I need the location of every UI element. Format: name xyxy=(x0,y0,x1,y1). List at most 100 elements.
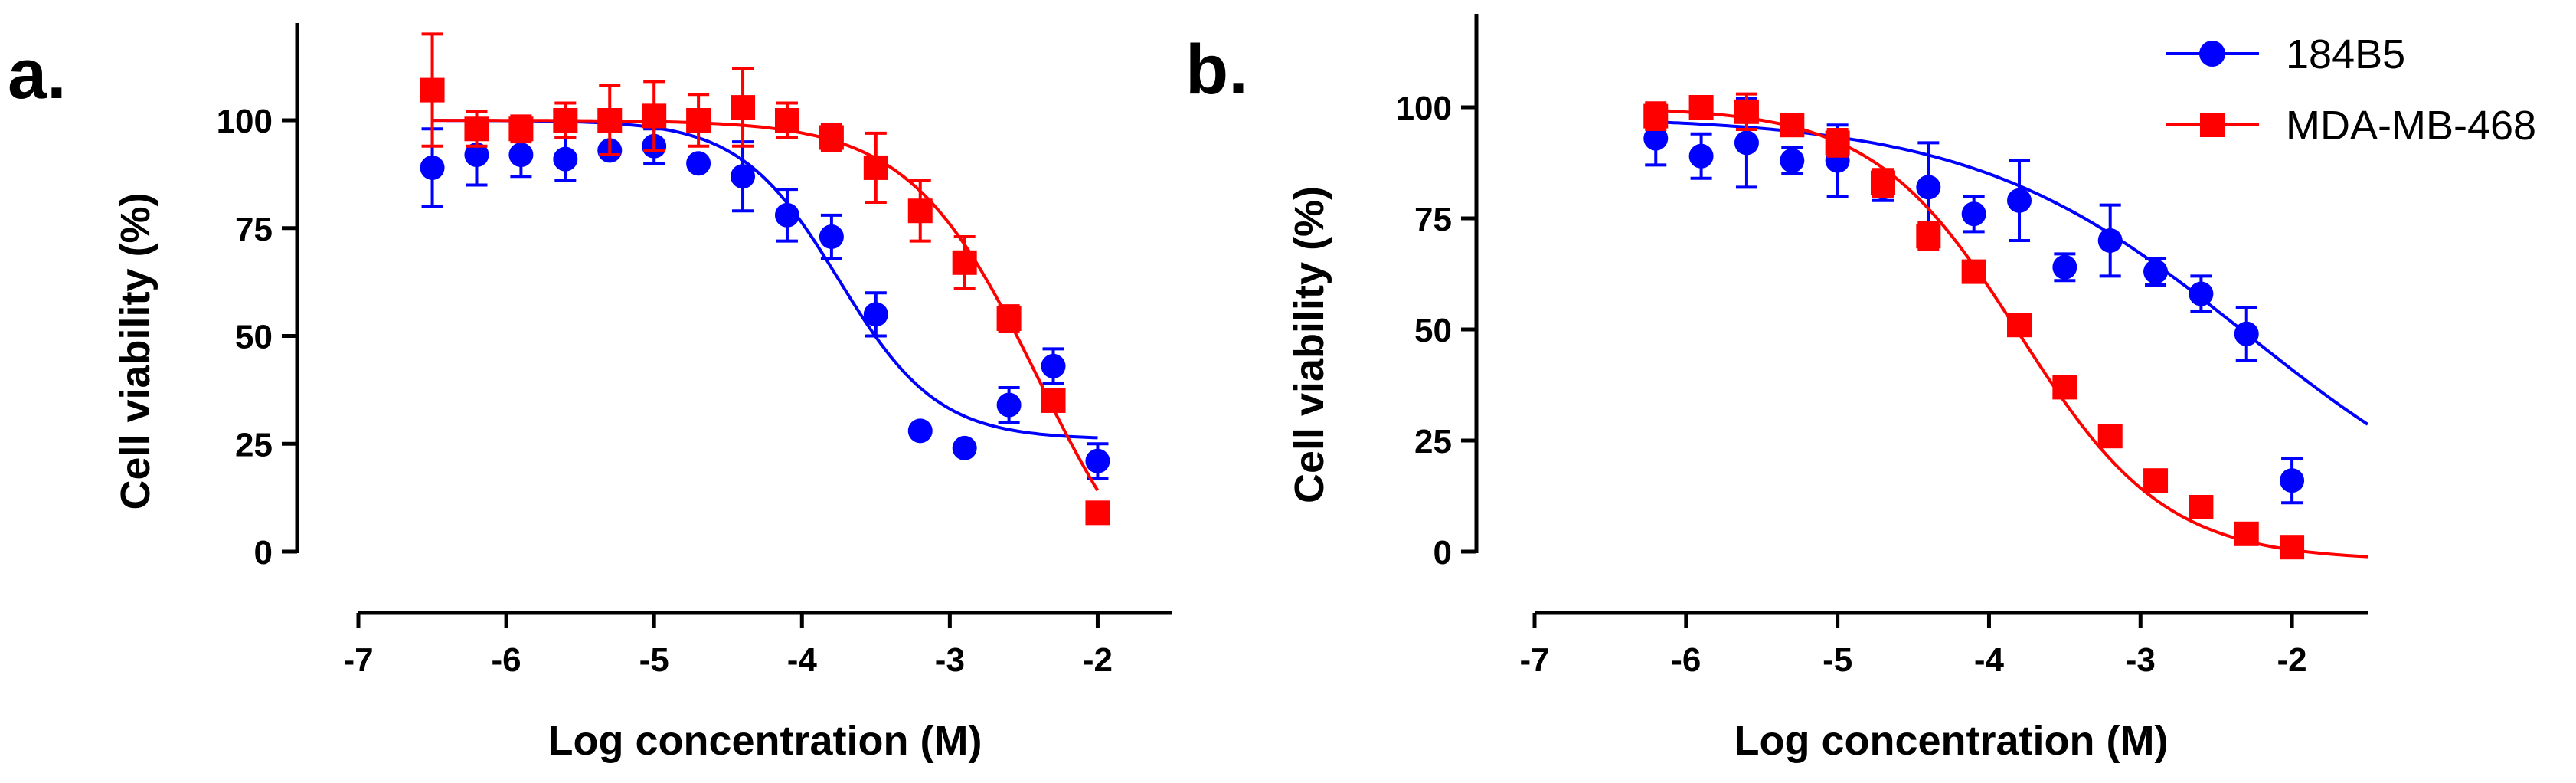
data-point-184b5 xyxy=(1916,175,1941,200)
data-point-mda-mb-468 xyxy=(597,108,623,133)
data-point-184b5 xyxy=(1041,353,1066,378)
data-point-184b5 xyxy=(2189,281,2214,306)
x-tick-label: -5 xyxy=(1822,641,1852,679)
data-point-mda-mb-468 xyxy=(819,125,844,150)
y-tick-label: 100 xyxy=(1396,90,1452,127)
data-point-184b5 xyxy=(508,143,534,168)
legend-marker-mda-mb-468 xyxy=(2200,113,2225,137)
data-point-184b5 xyxy=(2143,259,2169,284)
data-point-mda-mb-468 xyxy=(1688,95,1714,120)
data-point-mda-mb-468 xyxy=(1916,224,1941,249)
data-point-mda-mb-468 xyxy=(420,77,445,103)
y-tick-label: 50 xyxy=(1414,312,1452,349)
data-point-mda-mb-468 xyxy=(464,116,489,142)
data-point-mda-mb-468 xyxy=(2007,313,2032,338)
panel-a-axes: 0 25 50 75 100 -7 -6 -5 -4 -3 -2 xyxy=(217,23,1172,679)
series-mda-mb-468 xyxy=(1643,92,2368,560)
data-point-184b5 xyxy=(2234,321,2259,346)
data-point-mda-mb-468 xyxy=(1643,103,1669,129)
legend: 184B5 MDA-MB-468 xyxy=(2166,31,2536,149)
panel-b: b. 0 25 50 75 100 -7 -6 -5 -4 -3 -2 Log concentrat… xyxy=(1185,14,2536,764)
y-tick-label: 75 xyxy=(235,211,273,248)
data-point-184b5 xyxy=(553,146,578,172)
panel-a-label: a. xyxy=(8,35,67,113)
data-point-184b5 xyxy=(863,302,888,327)
data-point-mda-mb-468 xyxy=(686,108,711,133)
data-point-184b5 xyxy=(731,164,756,189)
data-point-184b5 xyxy=(1961,201,1986,227)
x-tick-label: -3 xyxy=(2126,641,2156,679)
x-tick-label: -6 xyxy=(492,641,521,679)
panel-b-y-axis-title: Cell viability (%) xyxy=(1286,186,1332,503)
data-point-184b5 xyxy=(686,151,711,176)
legend-label-184b5: 184B5 xyxy=(2286,31,2405,77)
data-point-184b5 xyxy=(2097,228,2123,253)
panel-b-label: b. xyxy=(1185,31,1248,109)
data-point-mda-mb-468 xyxy=(642,103,667,129)
y-tick-label: 0 xyxy=(254,534,273,572)
data-point-mda-mb-468 xyxy=(2189,495,2214,519)
data-point-184b5 xyxy=(1085,448,1110,473)
x-tick-label: -3 xyxy=(935,641,965,679)
x-tick-label: -4 xyxy=(1974,641,2005,679)
y-tick-label: 25 xyxy=(1414,423,1452,460)
data-point-184b5 xyxy=(996,392,1022,418)
y-tick-label: 100 xyxy=(217,103,273,140)
data-point-184b5 xyxy=(464,143,489,168)
data-point-184b5 xyxy=(907,418,933,444)
panel-a-plot-area xyxy=(420,32,1110,526)
panel-a: a. 0 25 50 75 100 -7 -6 -5 -4 -3 -2 Log concentrat… xyxy=(8,23,1172,764)
panel-b-x-axis-title: Log concentration (M) xyxy=(1734,718,2169,764)
data-point-184b5 xyxy=(1734,130,1759,156)
y-tick-label: 0 xyxy=(1433,534,1452,572)
data-point-mda-mb-468 xyxy=(863,155,888,180)
data-point-mda-mb-468 xyxy=(731,95,756,120)
data-point-184b5 xyxy=(774,202,799,228)
y-tick-label: 75 xyxy=(1414,201,1452,238)
data-point-mda-mb-468 xyxy=(2097,424,2123,449)
x-tick-label: -7 xyxy=(1519,641,1549,679)
fit-curve-184b5 xyxy=(432,119,1098,440)
data-point-184b5 xyxy=(2280,468,2305,493)
data-point-mda-mb-468 xyxy=(1734,99,1759,124)
data-point-mda-mb-468 xyxy=(1825,130,1850,156)
data-point-mda-mb-468 xyxy=(553,108,578,133)
fit-curve-mda-mb-468 xyxy=(432,119,1100,492)
data-point-mda-mb-468 xyxy=(2280,535,2305,560)
x-tick-label: -5 xyxy=(639,641,669,679)
data-point-184b5 xyxy=(1688,143,1714,169)
x-tick-label: -2 xyxy=(2277,641,2307,679)
panel-a-x-axis-title: Log concentration (M) xyxy=(548,718,982,764)
data-point-184b5 xyxy=(420,155,445,180)
data-point-184b5 xyxy=(2052,254,2077,280)
series-184b5 xyxy=(420,119,1110,480)
legend-marker-184b5 xyxy=(2199,41,2225,67)
x-tick-label: -6 xyxy=(1671,641,1701,679)
fit-curve-184b5 xyxy=(1656,120,2369,426)
panel-b-plot-area xyxy=(1643,92,2369,560)
data-point-mda-mb-468 xyxy=(508,116,534,142)
data-point-184b5 xyxy=(819,224,844,250)
legend-label-mda-mb-468: MDA-MB-468 xyxy=(2286,103,2536,149)
data-point-184b5 xyxy=(1643,126,1669,151)
legend-entry-mda-mb-468: MDA-MB-468 xyxy=(2166,103,2536,149)
legend-entry-184b5: 184B5 xyxy=(2166,31,2405,77)
data-point-mda-mb-468 xyxy=(2143,468,2169,493)
data-point-mda-mb-468 xyxy=(952,250,977,275)
data-point-mda-mb-468 xyxy=(907,198,933,224)
data-point-mda-mb-468 xyxy=(2234,521,2259,546)
data-point-mda-mb-468 xyxy=(1085,500,1110,526)
data-point-mda-mb-468 xyxy=(1870,170,1895,195)
y-tick-label: 25 xyxy=(235,426,273,464)
y-tick-label: 50 xyxy=(235,319,273,356)
x-tick-label: -2 xyxy=(1083,641,1113,679)
x-tick-label: -4 xyxy=(787,641,818,679)
x-tick-label: -7 xyxy=(343,641,373,679)
data-point-mda-mb-468 xyxy=(1041,388,1066,413)
series-mda-mb-468 xyxy=(420,32,1110,526)
data-point-184b5 xyxy=(1780,148,1805,173)
data-point-mda-mb-468 xyxy=(2052,375,2077,400)
data-point-184b5 xyxy=(2007,188,2032,213)
data-point-mda-mb-468 xyxy=(774,108,799,133)
